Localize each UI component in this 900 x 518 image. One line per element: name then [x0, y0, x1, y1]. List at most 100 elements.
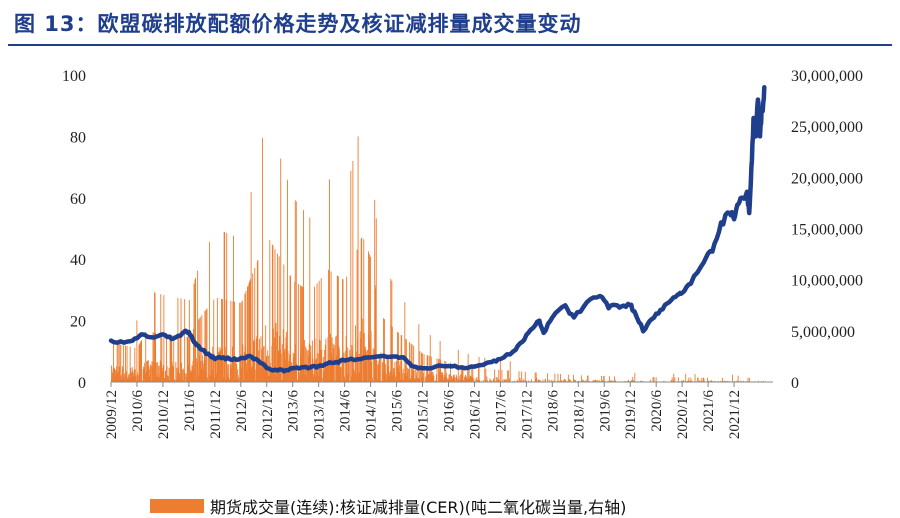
volume-bar [185, 373, 186, 382]
left-tick-label: 60 [70, 191, 86, 208]
volume-bar [303, 210, 304, 382]
volume-bar [510, 361, 511, 382]
right-tick-label: 20,000,000 [791, 170, 863, 187]
volume-bar [634, 373, 635, 382]
volume-bar [674, 377, 675, 382]
volume-bar [688, 378, 689, 382]
volume-bar [573, 375, 574, 382]
x-tick-label: 2020/6 [649, 390, 665, 432]
x-tick-label: 2010/6 [130, 390, 146, 432]
right-tick-label: 10,000,000 [791, 273, 863, 290]
volume-bar [521, 371, 522, 382]
volume-bar [519, 371, 520, 382]
volume-bar [269, 240, 270, 382]
x-tick-label: 2012/6 [234, 390, 250, 432]
volume-bar [194, 284, 195, 382]
right-tick-label: 0 [791, 375, 799, 392]
volume-bar [340, 367, 341, 382]
volume-bar [155, 333, 156, 382]
volume-bar [169, 368, 170, 382]
volume-bar [507, 370, 508, 382]
volume-bar [184, 299, 185, 382]
volume-bar [653, 377, 654, 382]
volume-bar [346, 277, 347, 382]
volume-bar [273, 329, 274, 382]
volume-bar [558, 374, 559, 382]
volume-bar [367, 350, 368, 382]
volume-bar [243, 357, 244, 382]
volume-bar [685, 374, 686, 382]
volume-bar [349, 350, 350, 382]
volume-bar [175, 362, 176, 382]
volume-bar [373, 348, 374, 382]
volume-bar [379, 356, 380, 382]
volume-bar [656, 377, 657, 382]
volume-bar [494, 369, 495, 382]
volume-bar [485, 369, 486, 382]
volume-bar [601, 376, 602, 382]
volume-bar [547, 373, 548, 382]
legend: 期货成交量(连续):核证减排量(CER)(吨二氧化碳当量,右轴) [150, 494, 626, 518]
x-tick-label: 2014/6 [338, 390, 354, 432]
volume-bar [403, 369, 404, 382]
volume-bar [560, 374, 561, 382]
volume-bar [581, 375, 582, 382]
x-tick-label: 2015/6 [390, 390, 406, 432]
volume-bar [749, 378, 750, 382]
volume-bar [654, 377, 655, 382]
legend-label-volume: 期货成交量(连续):核证减排量(CER)(吨二氧化碳当量,右轴) [210, 494, 626, 518]
volume-bar [262, 138, 263, 382]
volume-bar [141, 340, 142, 382]
x-tick-label: 2010/12 [156, 390, 172, 439]
volume-bar [198, 320, 199, 382]
volume-bar [150, 366, 151, 382]
volume-bars [111, 136, 769, 382]
volume-bar [672, 377, 673, 382]
x-tick-label: 2016/12 [467, 390, 483, 439]
volume-bar [123, 345, 124, 382]
x-tick-label: 2016/6 [441, 390, 457, 432]
volume-bar [120, 345, 121, 382]
x-tick-label: 2011/6 [182, 390, 198, 432]
volume-bar [173, 335, 174, 382]
volume-bar [479, 357, 480, 382]
volume-bar [400, 361, 401, 382]
x-tick-label: 2019/12 [623, 390, 639, 439]
volume-bar [437, 358, 438, 382]
volume-bar [315, 339, 316, 382]
left-tick-label: 100 [62, 68, 86, 85]
volume-bar [376, 360, 377, 382]
x-tick-label: 2012/12 [260, 390, 276, 439]
volume-bar [234, 302, 235, 382]
x-tick-label: 2018/6 [545, 390, 561, 432]
volume-bar [228, 364, 229, 382]
volume-bar [678, 377, 679, 382]
x-tick-label: 2014/12 [364, 390, 380, 439]
volume-bar [554, 374, 555, 382]
volume-bar [181, 363, 182, 382]
x-tick-label: 2015/12 [416, 390, 432, 439]
price-line-layer [111, 87, 764, 371]
volume-bar [472, 367, 473, 382]
volume-bar [276, 323, 277, 382]
volume-bar [673, 374, 674, 382]
volume-bar [350, 171, 351, 382]
right-tick-label: 25,000,000 [791, 119, 863, 136]
volume-bar [282, 344, 283, 382]
volume-bar [238, 377, 239, 382]
volume-bar [182, 369, 183, 382]
legend-swatch-volume [150, 499, 204, 513]
right-tick-label: 15,000,000 [791, 222, 863, 239]
volume-bar [525, 372, 526, 382]
volume-bar [209, 242, 210, 382]
x-tick-label: 2021/6 [701, 390, 717, 432]
volume-bar [609, 376, 610, 382]
volume-bar [207, 308, 208, 382]
volume-bar [358, 136, 359, 382]
price-line [111, 87, 764, 371]
volume-bar [496, 377, 497, 382]
volume-bar [473, 378, 474, 382]
